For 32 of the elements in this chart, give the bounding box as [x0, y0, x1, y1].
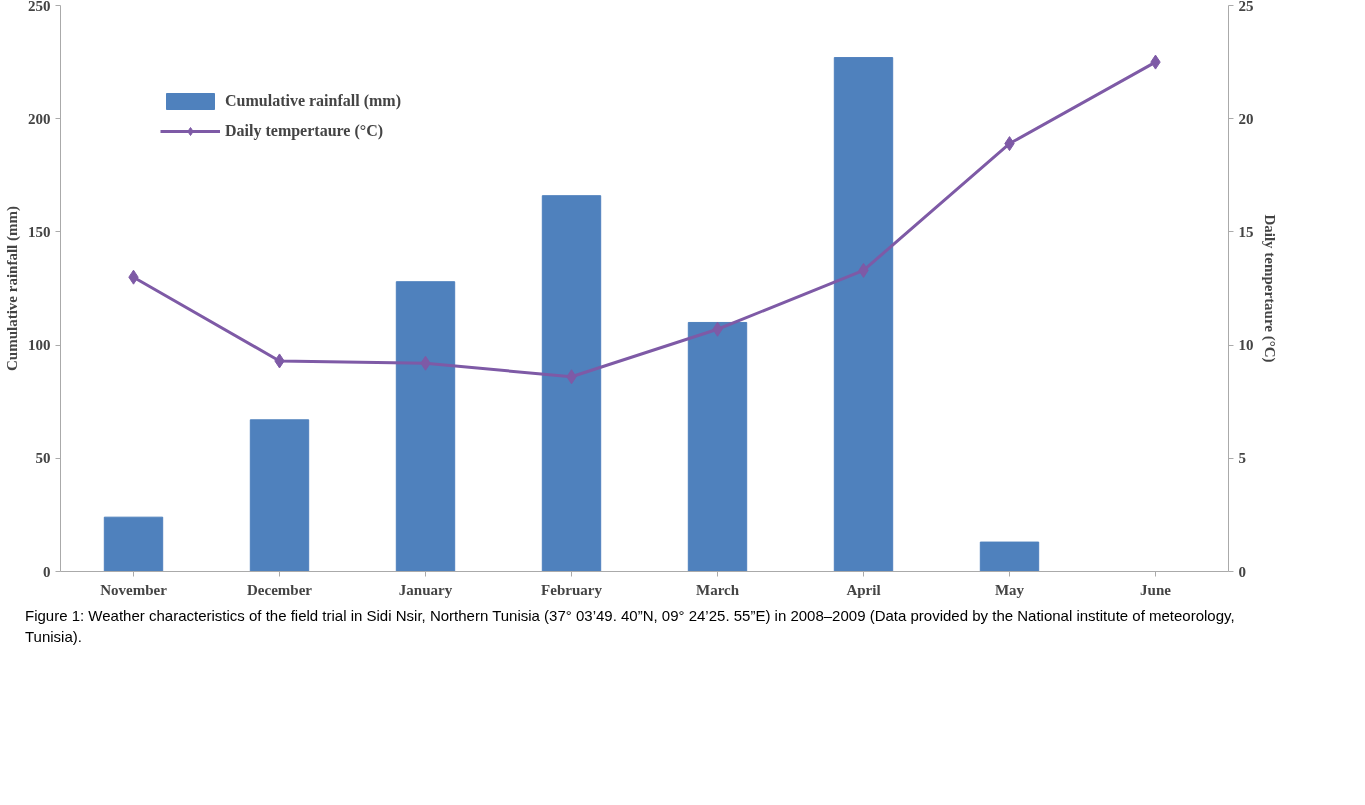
x-tick-label: January [398, 581, 453, 598]
y2-tick-label: 5 [1238, 450, 1246, 467]
y-tick-label: 200 [28, 110, 51, 127]
x-tick-label: May [994, 581, 1025, 598]
y-tick-label: 0 [43, 563, 51, 580]
bar [541, 195, 602, 572]
y-tick-label: 50 [35, 450, 51, 467]
caption: Figure 1: Weather characteristics of the field trial in Sidi Nsir, Northern Tunisia (37° 03’49. 40”N, 09° 24’25. 55”E) in 2008–2009 (Data provided by the National institute of meteorology, Tunisia). [24, 606, 1236, 648]
bar [979, 541, 1040, 572]
legend-label: Daily tempertaure (°C) [225, 122, 384, 140]
y2-tick-label: 25 [1238, 0, 1254, 14]
y2-tick-label: 10 [1238, 337, 1254, 354]
bar [249, 419, 310, 572]
bar [103, 516, 164, 572]
y2-axis-title: Daily tempertaure (°C) [1260, 214, 1278, 363]
x-tick-label: April [846, 581, 881, 598]
y-tick-label: 150 [28, 223, 51, 240]
bar [687, 321, 748, 572]
y2-tick-label: 0 [1238, 563, 1246, 580]
x-tick-label: November [100, 581, 168, 598]
y-axis-title: Cumulative rainfall (mm) [4, 206, 21, 371]
y2-tick-label: 20 [1238, 110, 1254, 127]
x-tick-label: March [695, 581, 740, 598]
x-tick-label: February [541, 581, 603, 598]
x-tick-label: June [1140, 581, 1172, 598]
y-tick-label: 250 [28, 0, 51, 14]
x-tick-label: December [247, 581, 313, 598]
y2-tick-label: 15 [1238, 223, 1254, 240]
y-tick-label: 100 [28, 337, 51, 354]
bar [833, 57, 894, 572]
bar [395, 281, 456, 572]
legend-label: Cumulative rainfall (mm) [225, 92, 401, 110]
